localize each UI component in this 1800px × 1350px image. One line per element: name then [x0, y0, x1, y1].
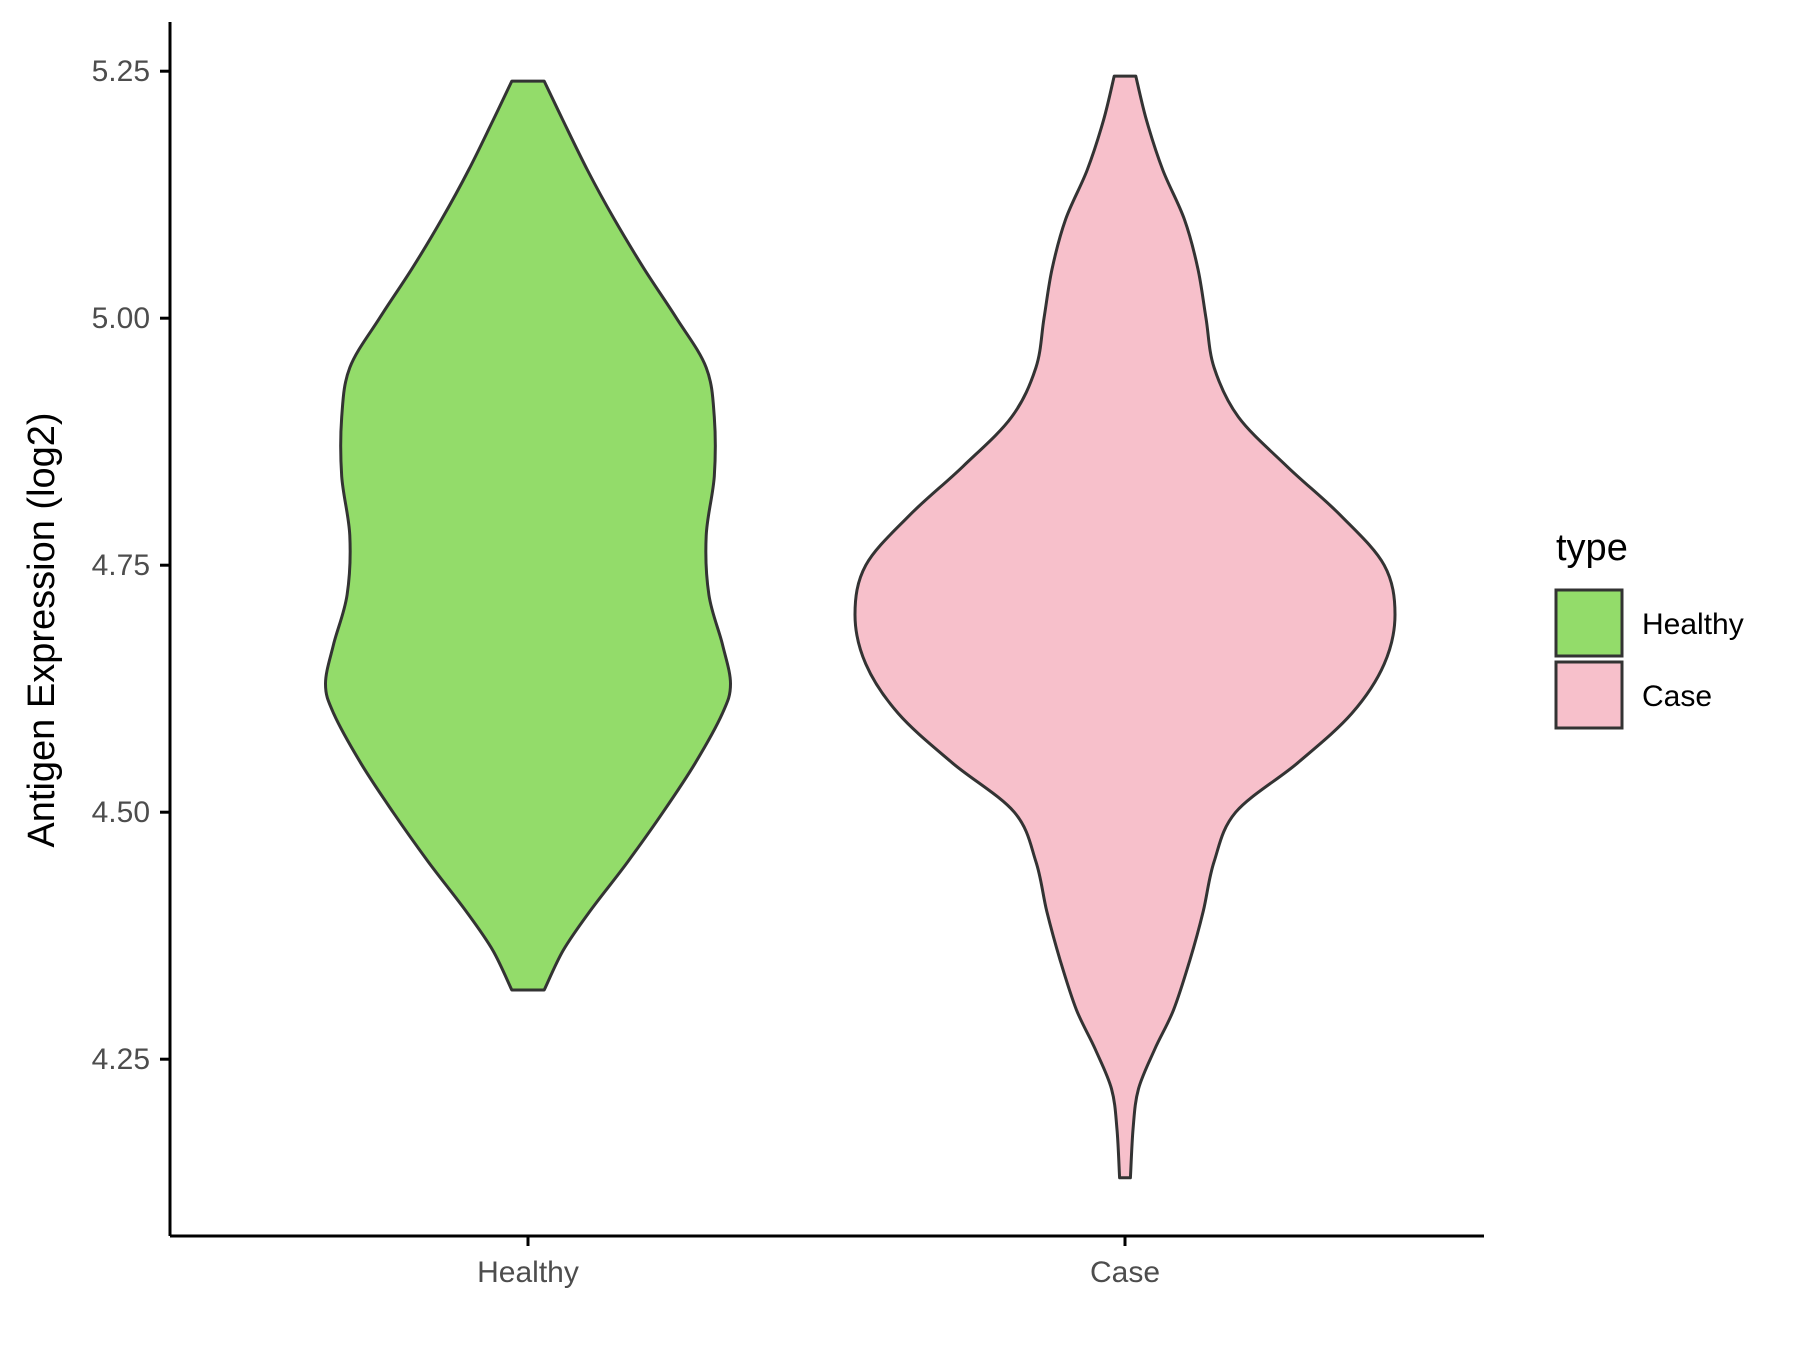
- legend-title: type: [1556, 527, 1628, 569]
- y-tick-label: 5.00: [92, 302, 150, 335]
- legend-swatch: [1554, 588, 1624, 658]
- y-axis-title: Antigen Expression (log2): [21, 412, 63, 847]
- x-axis: Healthy Case: [170, 1234, 1484, 1289]
- x-tick-label: Healthy: [477, 1256, 579, 1289]
- legend-label: Case: [1642, 680, 1712, 713]
- violin-healthy: [324, 79, 732, 992]
- y-axis: 4.25 4.50 4.75 5.00 5.25: [92, 22, 172, 1236]
- legend-entries: Healthy Case: [1554, 588, 1744, 730]
- y-tick-label: 4.50: [92, 796, 150, 829]
- legend: type Healthy Case: [1554, 527, 1744, 730]
- y-tick-label: 5.25: [92, 55, 150, 88]
- legend-swatch: [1554, 660, 1624, 730]
- x-ticks: Healthy Case: [477, 1236, 1160, 1289]
- y-tick-label: 4.75: [92, 549, 150, 582]
- violin-case: [853, 74, 1397, 1180]
- legend-label: Healthy: [1642, 608, 1744, 641]
- y-tick-label: 4.25: [92, 1043, 150, 1076]
- x-tick-label: Case: [1090, 1256, 1160, 1289]
- violin-layer: [324, 74, 1397, 1180]
- y-ticks: 4.25 4.50 4.75 5.00 5.25: [92, 55, 170, 1076]
